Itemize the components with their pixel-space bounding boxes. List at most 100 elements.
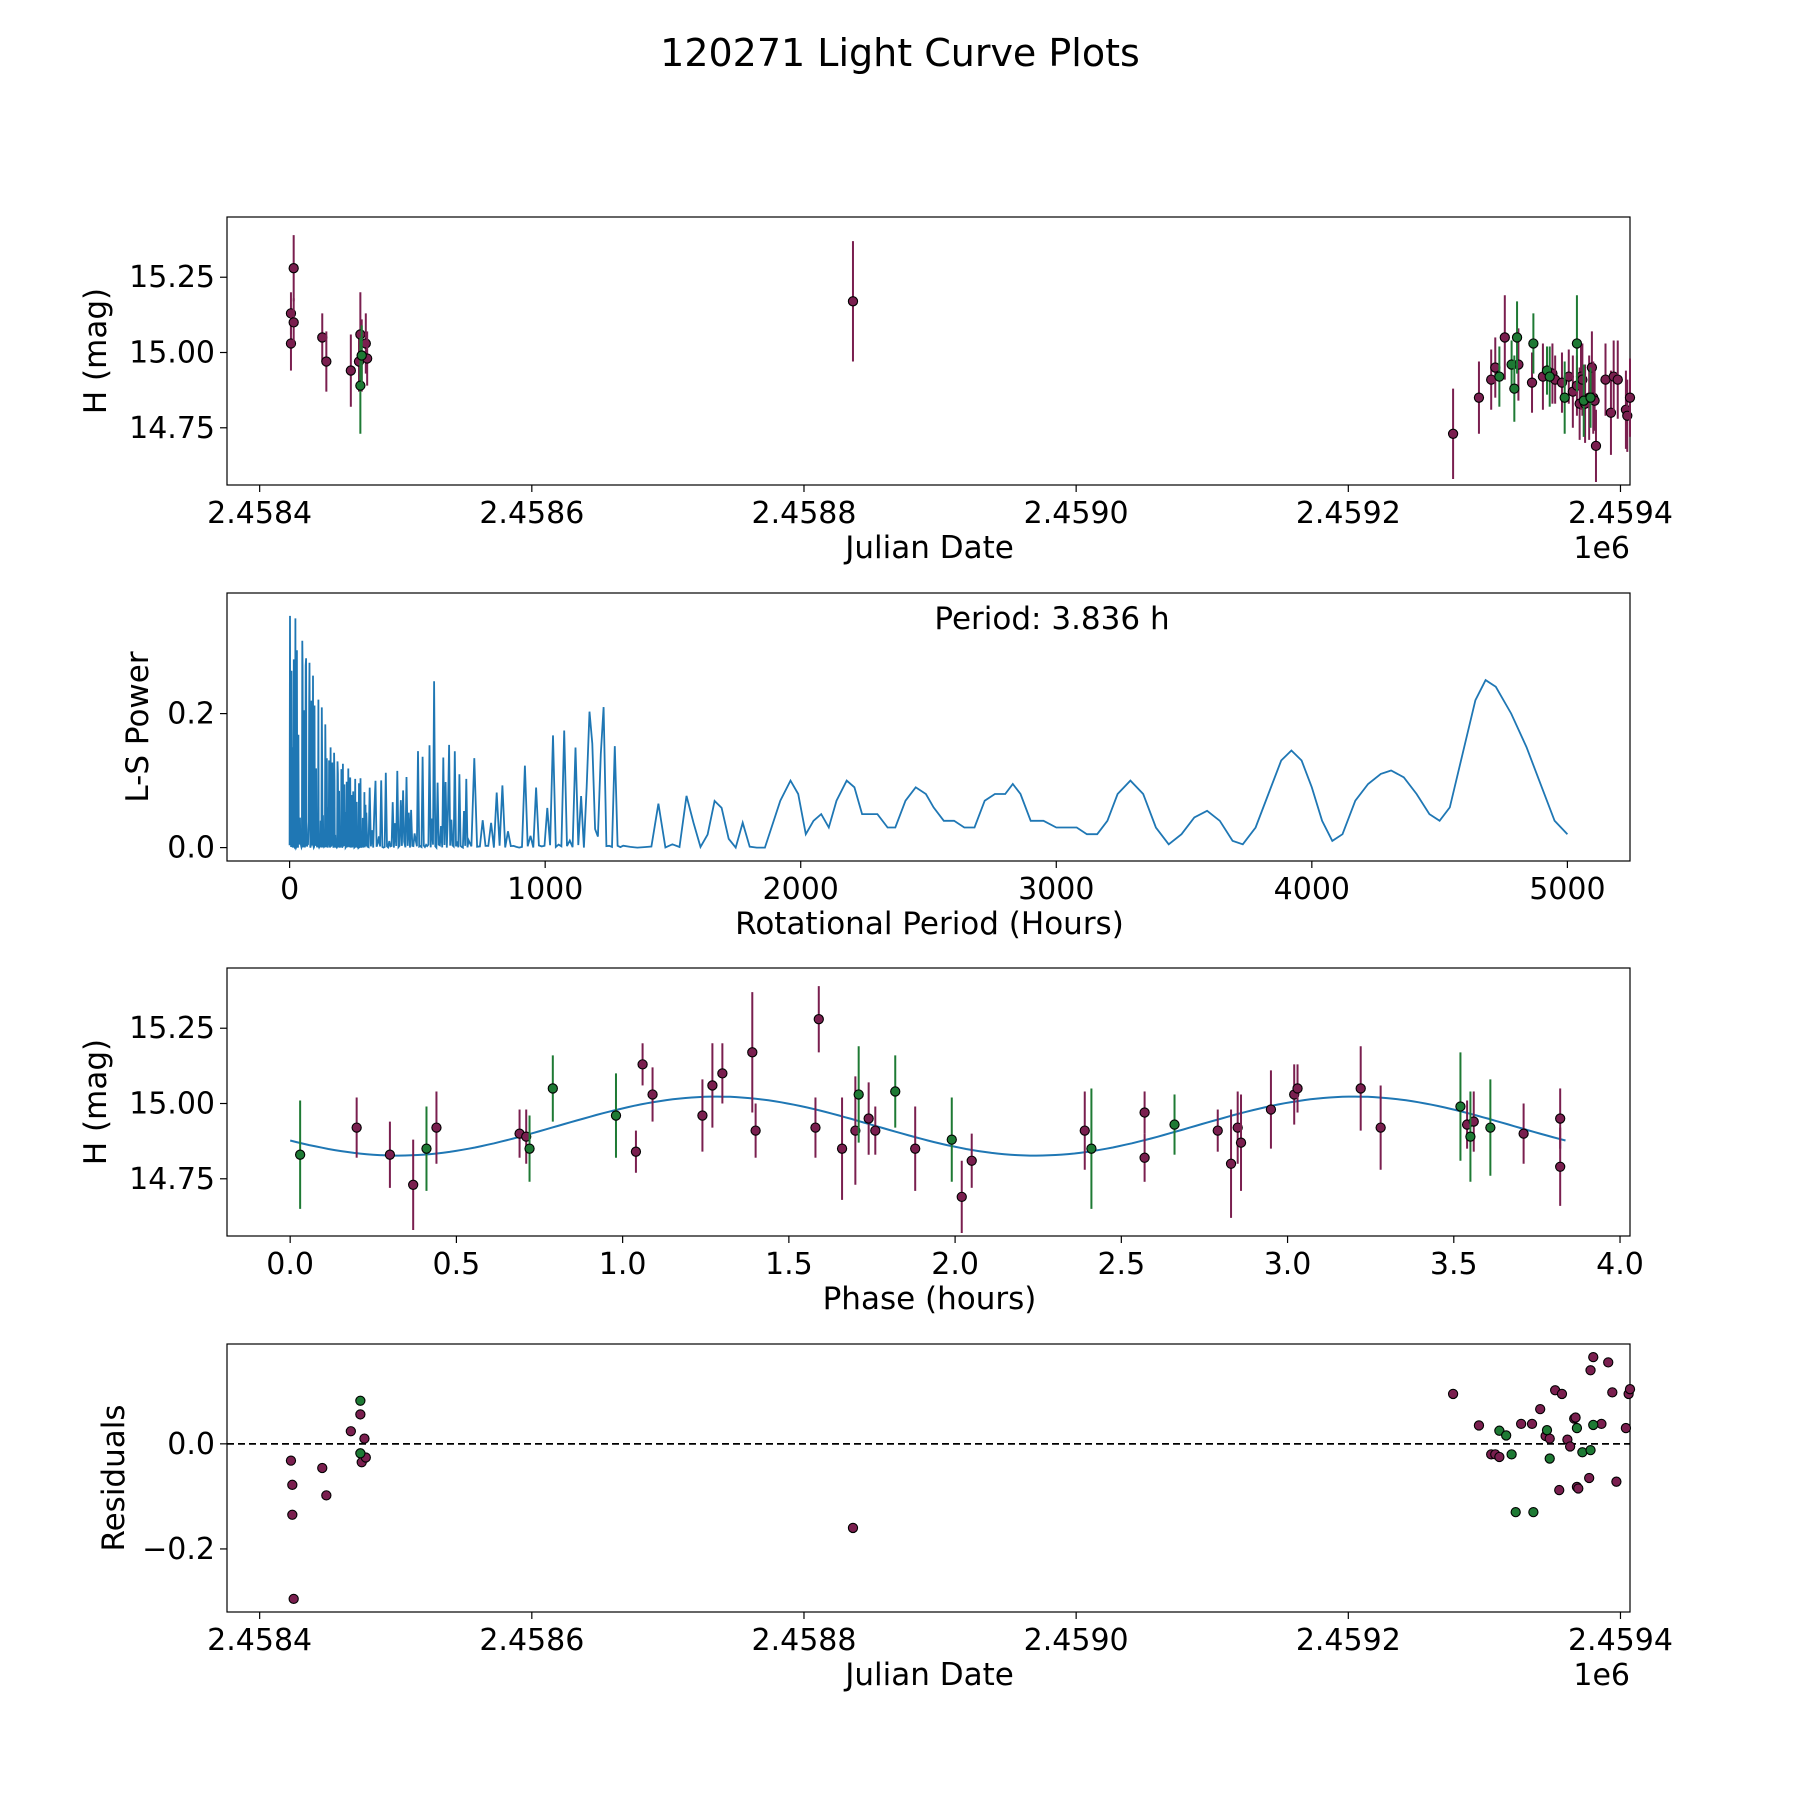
x-tick-label: 2.4594 [1568,1623,1673,1658]
x-tick-label: 1.5 [765,1247,813,1282]
series-band-1 [285,235,1636,482]
data-point [1554,1484,1565,1496]
data-point [850,1125,861,1136]
data-point [321,356,332,367]
x-tick-label: 2.4584 [207,496,312,531]
data-point [1564,1441,1576,1452]
data-point [870,1125,881,1136]
data-point [1528,338,1539,349]
data-point [946,1134,957,1145]
data-point [847,1522,859,1534]
data-point [1375,1122,1386,1133]
y-tick-label: 0.2 [167,697,215,732]
data-point [355,1409,366,1420]
data-point [1590,440,1602,452]
data-point [1573,1483,1584,1494]
x-tick-label: 2.4586 [479,1623,584,1658]
data-point [810,1122,821,1133]
x-tick-label: 2.4590 [1024,496,1129,531]
data-point [1455,1101,1466,1112]
data-point [836,1143,848,1154]
data-point [355,1448,366,1459]
data-point [1570,1412,1581,1423]
data-point [1292,1083,1303,1094]
x-tick-label: 2.0 [931,1247,979,1282]
data-point [1603,1357,1614,1368]
x-offset-label: 1e6 [1573,1658,1630,1693]
data-point [697,1110,708,1121]
data-point [294,1149,306,1160]
y-axis-label: L-S Power [120,651,156,802]
data-point [1139,1152,1150,1163]
y-tick-label: 14.75 [129,411,215,446]
periodogram-line [288,615,1569,851]
data-point [1620,1422,1632,1434]
data-point [356,350,367,361]
data-point [853,1089,864,1100]
data-point [1611,1476,1622,1487]
data-point [1555,1161,1566,1172]
data-point [1624,1384,1636,1395]
series-band-2 [355,1395,1599,1518]
data-point [1518,1128,1529,1139]
data-point [1510,1507,1521,1518]
data-point [1584,1472,1595,1484]
x-tick-label: 2000 [763,872,839,907]
x-axis-label: Rotational Period (Hours) [735,906,1124,942]
panel-residuals: 2.4584 2.4586 2.4588 2.4590 2.4592 2.4594 −0.2… [96,1343,1673,1693]
data-point [285,1455,297,1466]
data-point [287,1509,298,1520]
x-tick-label: 2.4586 [479,496,584,531]
data-point [1447,428,1459,439]
data-point [1501,1430,1512,1441]
x-tick-label: 3000 [1018,872,1094,907]
figure-title: 120271 Light Curve Plots [660,31,1140,75]
data-point [521,1131,532,1142]
data-point [1232,1122,1243,1133]
x-tick-label: 2.4590 [1024,1623,1129,1658]
data-point [1086,1143,1097,1154]
panel-phase-fold: 0.0 0.5 1.0 1.5 2.0 2.5 3.0 3.5 4.0 14.75 15.00 15.… [78,967,1644,1317]
plot-frame [226,967,1631,1237]
data-point [1585,392,1596,403]
plot-frame [226,216,1631,486]
data-point [1235,1137,1247,1148]
data-point [637,1059,648,1070]
data-point [1225,1158,1237,1169]
data-point [1559,392,1570,403]
data-point [547,1083,558,1094]
data-point [421,1143,432,1154]
data-point [910,1143,921,1154]
data-point [1473,1420,1485,1431]
x-axis-label: Phase (hours) [823,1281,1037,1317]
data-point [847,296,859,307]
data-point [1355,1083,1366,1094]
data-point [956,1191,967,1203]
x-axis-label: Julian Date [843,1657,1014,1693]
y-tick-label: 15.00 [129,336,215,371]
x-tick-label: 2.4594 [1568,496,1673,531]
data-point [1139,1107,1150,1118]
y-axis-label: H (mag) [78,1039,114,1165]
y-tick-label: 15.25 [129,1011,215,1046]
data-point [355,380,366,391]
data-point [1485,1122,1496,1133]
data-point [1571,338,1583,349]
series-band-1 [351,986,1566,1233]
y-tick-label: 0.0 [167,1427,215,1462]
data-point [1544,1453,1555,1464]
data-point [717,1068,728,1079]
model-fit-curve [289,1095,1566,1157]
plot-frame [226,592,1631,862]
data-point [1588,1351,1599,1363]
data-point [1535,1404,1546,1415]
data-point [351,1122,362,1133]
y-axis-label: H (mag) [78,288,114,414]
series-band-2 [294,1046,1496,1209]
data-point [1494,371,1505,382]
y-axis-label: Residuals [96,1404,132,1551]
data-point [1473,392,1485,403]
data-point [408,1179,419,1190]
data-point [1079,1125,1090,1136]
data-point [1506,1449,1517,1460]
